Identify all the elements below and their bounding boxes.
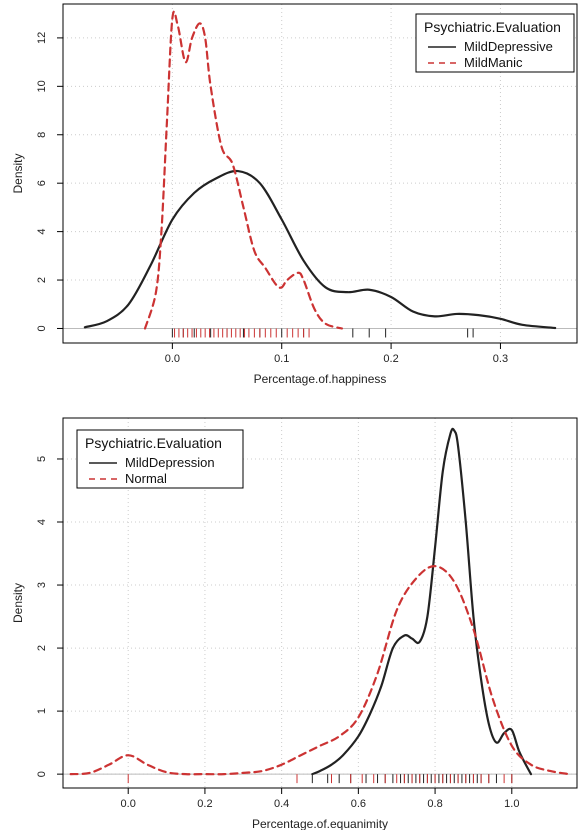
x-axis-title: Percentage.of.equanimity <box>252 817 388 830</box>
y-tick-label: 3 <box>36 582 48 588</box>
x-tick-label: 1.0 <box>504 798 519 810</box>
legend-title: Psychiatric.Evaluation <box>424 19 561 35</box>
y-tick-label: 2 <box>36 277 48 283</box>
y-tick-label: 0 <box>36 325 48 331</box>
y-tick-label: 5 <box>36 456 48 462</box>
y-tick-label: 8 <box>36 132 48 138</box>
x-tick-label: 0.8 <box>427 798 442 810</box>
y-tick-label: 12 <box>36 32 48 44</box>
x-tick-label: 0.3 <box>493 353 508 365</box>
legend-label-milddepressive: MildDepressive <box>464 39 553 54</box>
equanimity-density-panel: 0.0 0.2 0.4 0.6 0.8 1.0 0 1 2 3 4 5 Percentage.of.eq… <box>11 417 578 830</box>
y-tick-label: 0 <box>36 771 48 777</box>
legend-label-normal: Normal <box>125 471 167 486</box>
x-tick-label: 0.0 <box>121 798 136 810</box>
series-line-normal <box>69 565 571 776</box>
y-tick-label: 2 <box>36 645 48 651</box>
y-axis-title: Density <box>11 583 25 623</box>
happiness-density-panel: 0.0 0.1 0.2 0.3 0 2 4 6 8 10 12 Percentage.of.happi… <box>11 3 578 386</box>
legend-label-mildmanic: MildManic <box>464 55 523 70</box>
x-tick-label: 0.4 <box>274 798 289 810</box>
x-tick-label: 0.6 <box>351 798 366 810</box>
legend-title: Psychiatric.Evaluation <box>85 435 222 451</box>
y-tick-label: 4 <box>36 229 48 235</box>
y-axis-title: Density <box>11 153 25 193</box>
series-line-mildmanic <box>143 10 343 330</box>
x-axis-title: Percentage.of.happiness <box>254 372 387 386</box>
plot-frame <box>62 3 578 344</box>
x-tick-label: 0.1 <box>274 353 289 365</box>
plot-frame <box>62 417 578 789</box>
y-tick-label: 10 <box>36 80 48 92</box>
legend: Psychiatric.Evaluation MildDepressionNorm… <box>76 429 244 489</box>
series-line-milddepression <box>311 427 533 776</box>
legend-label-milddepression: MildDepression <box>125 455 215 470</box>
x-tick-label: 0.0 <box>165 353 180 365</box>
x-tick-label: 0.2 <box>383 353 398 365</box>
series-line-milddepressive <box>83 169 557 330</box>
y-tick-label: 1 <box>36 708 48 714</box>
y-tick-label: 4 <box>36 519 48 525</box>
x-tick-label: 0.2 <box>197 798 212 810</box>
legend: Psychiatric.Evaluation MildDepressiveMild… <box>415 13 575 73</box>
y-tick-label: 6 <box>36 180 48 186</box>
